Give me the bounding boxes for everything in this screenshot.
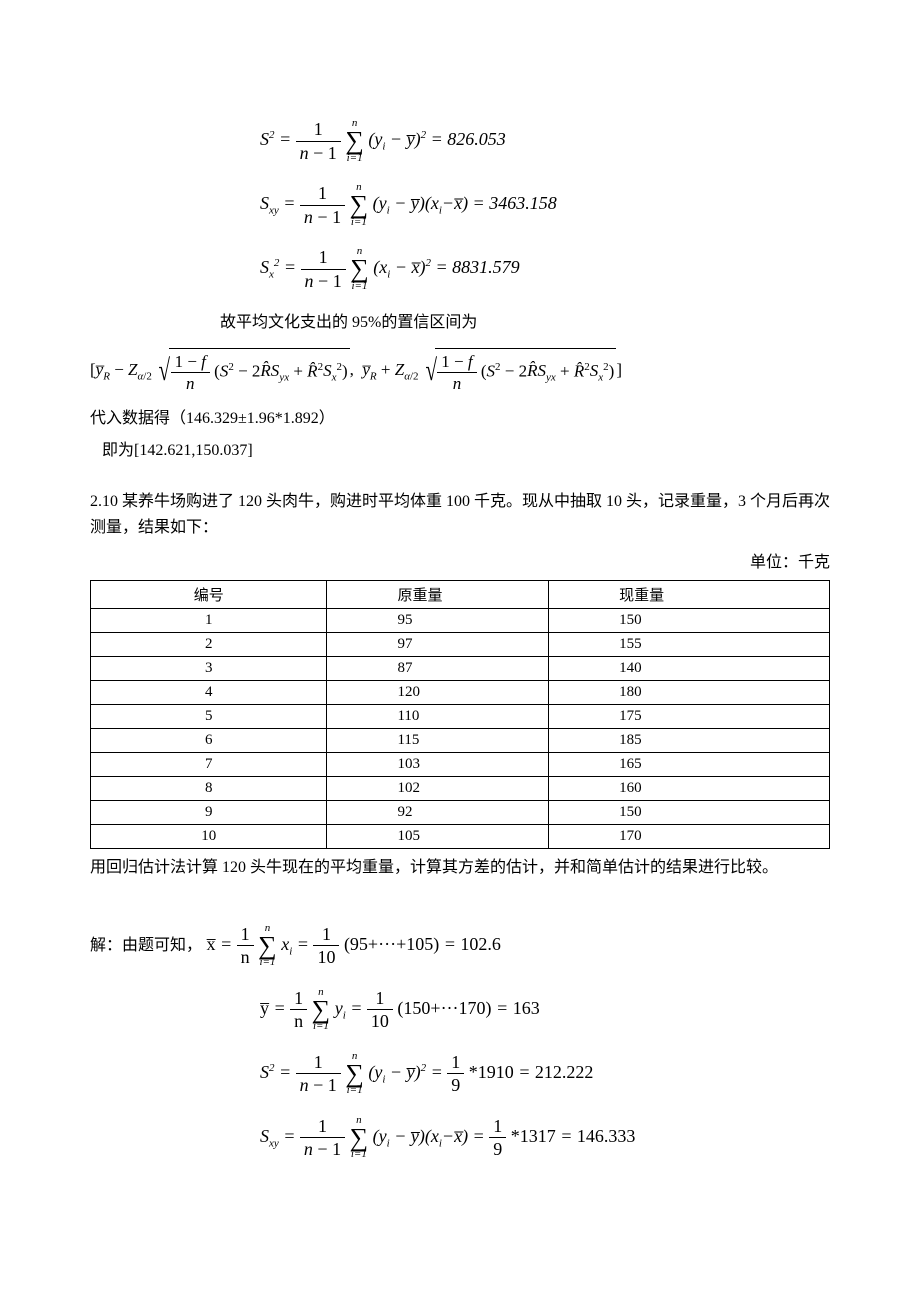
s2-value: 826.053 — [447, 129, 506, 149]
solution-s2: S2 = 1n − 1 n∑i=1 (yi − y̅)2 = 19 *1910 … — [90, 1051, 830, 1097]
formula-confidence-interval: [y̅R − Zα/2 √ 1 − fn (S2 − 2R̂Syx + R̂2S… — [90, 348, 830, 395]
cell-curr: 180 — [549, 681, 830, 705]
data-table: 编号 原重量 现重量 19515029715538714041201805110… — [90, 580, 830, 849]
sxy-mult: *1317 — [511, 1126, 556, 1146]
cell-curr: 175 — [549, 705, 830, 729]
solution-ybar: y̅ = 1n n∑i=1 yi = 110 (150+···170) = 16… — [90, 987, 830, 1033]
cell-id: 9 — [91, 801, 327, 825]
cell-id: 10 — [91, 825, 327, 849]
cell-curr: 150 — [549, 609, 830, 633]
cell-orig: 92 — [327, 801, 549, 825]
table-row: 5110175 — [91, 705, 830, 729]
cell-id: 2 — [91, 633, 327, 657]
conf-intro: 故平均文化支出的 95%的置信区间为 — [90, 310, 830, 336]
cell-id: 4 — [91, 681, 327, 705]
interval-result: 即为[142.621,150.037] — [90, 438, 830, 464]
sxy-value: 3463.158 — [489, 193, 557, 213]
formula-sxy: Sxy = 1n − 1 n∑i=1 (yi − y̅)(xi−x̅) = 34… — [90, 182, 830, 228]
cell-curr: 155 — [549, 633, 830, 657]
cell-orig: 102 — [327, 777, 549, 801]
after-table-text: 用回归估计法计算 120 头牛现在的平均重量，计算其方差的估计，并和简单估计的结… — [90, 855, 830, 881]
cell-curr: 150 — [549, 801, 830, 825]
s2-mult: *1910 — [469, 1062, 514, 1082]
col-id: 编号 — [91, 581, 327, 609]
ybar-result: 163 — [513, 998, 540, 1018]
ybar-expand: (150+···170) — [397, 998, 491, 1018]
xbar-result: 102.6 — [460, 934, 501, 954]
cell-orig: 120 — [327, 681, 549, 705]
cell-curr: 170 — [549, 825, 830, 849]
table-row: 10105170 — [91, 825, 830, 849]
cell-orig: 110 — [327, 705, 549, 729]
cell-orig: 87 — [327, 657, 549, 681]
col-orig: 原重量 — [327, 581, 549, 609]
formula-sx2: Sx2 = 1n − 1 n∑i=1 (xi − x̅)2 = 8831.579 — [90, 246, 830, 292]
formula-s2: S2 = 1n − 1 n∑i=1 (yi − y̅)2 = 826.053 — [90, 118, 830, 164]
table-row: 387140 — [91, 657, 830, 681]
table-row: 8102160 — [91, 777, 830, 801]
s2-result: 212.222 — [535, 1062, 594, 1082]
cell-orig: 115 — [327, 729, 549, 753]
table-header-row: 编号 原重量 现重量 — [91, 581, 830, 609]
table-row: 6115185 — [91, 729, 830, 753]
table-row: 4120180 — [91, 681, 830, 705]
solution-prefix: 解：由题可知， — [90, 937, 202, 954]
unit-label: 单位：千克 — [90, 550, 830, 576]
xbar-expand: (95+···+105) — [344, 934, 439, 954]
col-curr: 现重量 — [549, 581, 830, 609]
sub-result: 代入数据得（146.329±1.96*1.892） — [90, 406, 830, 432]
solution-xbar: 解：由题可知， x̅ = 1n n∑i=1 xi = 110 (95+···+1… — [90, 923, 830, 969]
cell-orig: 103 — [327, 753, 549, 777]
sxy-result: 146.333 — [577, 1126, 636, 1146]
cell-id: 6 — [91, 729, 327, 753]
solution-sxy: Sxy = 1n − 1 n∑i=1 (yi − y̅)(xi−x̅) = 19… — [90, 1115, 830, 1161]
cell-id: 1 — [91, 609, 327, 633]
cell-orig: 105 — [327, 825, 549, 849]
cell-curr: 140 — [549, 657, 830, 681]
table-row: 297155 — [91, 633, 830, 657]
cell-id: 8 — [91, 777, 327, 801]
cell-curr: 165 — [549, 753, 830, 777]
cell-curr: 160 — [549, 777, 830, 801]
table-row: 992150 — [91, 801, 830, 825]
cell-id: 5 — [91, 705, 327, 729]
cell-curr: 185 — [549, 729, 830, 753]
cell-orig: 95 — [327, 609, 549, 633]
table-row: 7103165 — [91, 753, 830, 777]
cell-id: 3 — [91, 657, 327, 681]
table-row: 195150 — [91, 609, 830, 633]
cell-orig: 97 — [327, 633, 549, 657]
sx2-value: 8831.579 — [452, 257, 520, 277]
problem-statement: 2.10 某养牛场购进了 120 头肉牛，购进时平均体重 100 千克。现从中抽… — [90, 489, 830, 540]
cell-id: 7 — [91, 753, 327, 777]
